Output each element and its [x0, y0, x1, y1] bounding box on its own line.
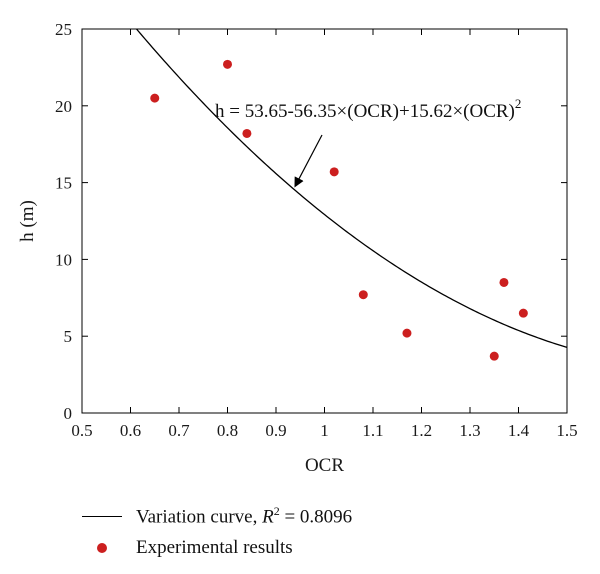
y-tick-label: 25 [55, 20, 72, 39]
experimental-points [150, 59, 528, 361]
y-tick-label: 10 [55, 250, 72, 269]
y-axis-title: h (m) [17, 200, 38, 242]
data-point [489, 351, 499, 361]
data-point [150, 93, 160, 103]
legend-curve-suffix: = 0.8096 [279, 506, 353, 528]
x-tick-label: 0.7 [168, 421, 190, 440]
legend-curve-r: R [262, 506, 274, 528]
x-axis-title: OCR [305, 455, 344, 476]
y-tick-label: 20 [55, 97, 72, 116]
x-tick-label: 1.1 [362, 421, 383, 440]
x-tick-label: 0.5 [71, 421, 92, 440]
x-tick-label: 0.8 [217, 421, 238, 440]
legend-item-curve: Variation curve, R2 = 0.8096 [80, 500, 352, 532]
legend: Variation curve, R2 = 0.8096 Experimenta… [80, 500, 352, 564]
data-point [358, 290, 368, 300]
legend-dot-swatch [80, 543, 124, 553]
legend-item-points: Experimental results [80, 532, 352, 564]
data-point [518, 308, 528, 318]
x-tick-label: 0.6 [120, 421, 141, 440]
legend-curve-prefix: Variation curve, [136, 506, 263, 528]
data-point [402, 328, 412, 338]
y-tick-label: 5 [64, 327, 73, 346]
legend-curve-label: Variation curve, R2 = 0.8096 [136, 504, 352, 528]
annotation-arrow [294, 134, 323, 188]
x-tick-label: 1.5 [556, 421, 577, 440]
equation-text: h = 53.65-56.35×(OCR)+15.62×(OCR) [215, 101, 515, 122]
data-point [223, 59, 232, 69]
data-point [329, 167, 339, 177]
x-tick-label: 1 [320, 421, 329, 440]
y-tick-label: 15 [55, 174, 72, 193]
legend-curve-sup: 2 [273, 503, 280, 518]
legend-points-label: Experimental results [136, 537, 293, 558]
y-tick-label: 0 [64, 404, 73, 423]
equation-superscript: 2 [515, 96, 522, 111]
data-point [242, 128, 252, 138]
x-tick-label: 1.4 [508, 421, 530, 440]
x-tick-label: 1.3 [459, 421, 480, 440]
chart: 0.5 0.6 0.7 0.8 0.9 1 1.1 1.2 1.3 1.4 1.5 0 5 10 15 20… [17, 20, 578, 476]
x-tick-label: 1.2 [411, 421, 432, 440]
data-point [499, 277, 509, 287]
x-axis-ticks: 0.5 0.6 0.7 0.8 0.9 1 1.1 1.2 1.3 1.4 1.5 [71, 29, 578, 440]
legend-line-swatch [80, 515, 124, 517]
y-axis-ticks: 0 5 10 15 20 25 [55, 20, 567, 423]
variation-curve [135, 29, 567, 349]
equation-annotation: h = 53.65-56.35×(OCR)+15.62×(OCR)2 [215, 96, 521, 122]
x-tick-label: 0.9 [265, 421, 286, 440]
